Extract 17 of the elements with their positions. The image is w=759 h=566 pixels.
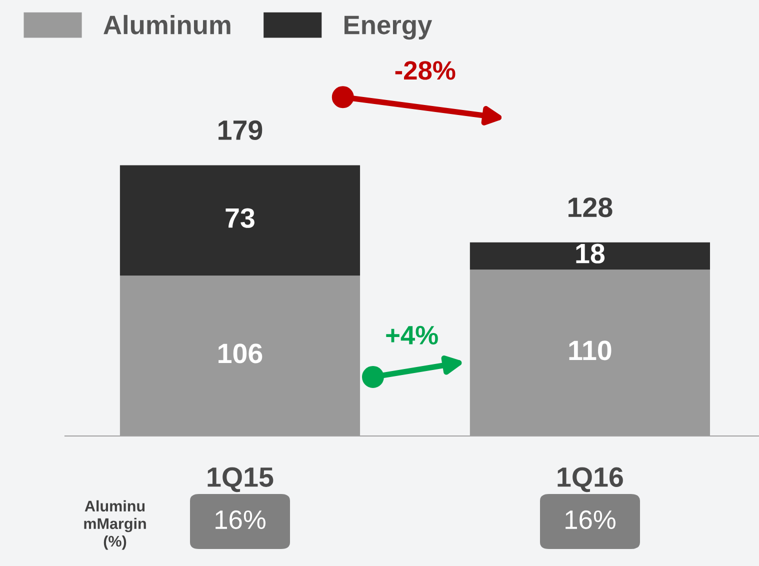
data-label: 110 bbox=[569, 340, 612, 360]
data-label: 18 bbox=[576, 244, 605, 264]
x-tick-label: 1Q16 bbox=[558, 467, 623, 492]
annotation: +4% bbox=[386, 326, 438, 344]
legend-label: Aluminum bbox=[104, 14, 230, 34]
bar bbox=[120, 165, 360, 276]
total-label: 179 bbox=[218, 120, 262, 140]
bar bbox=[470, 242, 710, 270]
text: -28% bbox=[395, 61, 456, 80]
data-label: 106 bbox=[218, 344, 262, 364]
legend-label: Energy bbox=[344, 16, 432, 40]
text: 16% bbox=[216, 510, 266, 530]
text: 16% bbox=[566, 510, 616, 530]
x-tick-label: 1Q15 bbox=[208, 467, 274, 492]
text: Aluminu mMargin (%) bbox=[84, 500, 146, 550]
data-label: 73 bbox=[226, 208, 254, 228]
total-label: 128 bbox=[568, 198, 612, 218]
